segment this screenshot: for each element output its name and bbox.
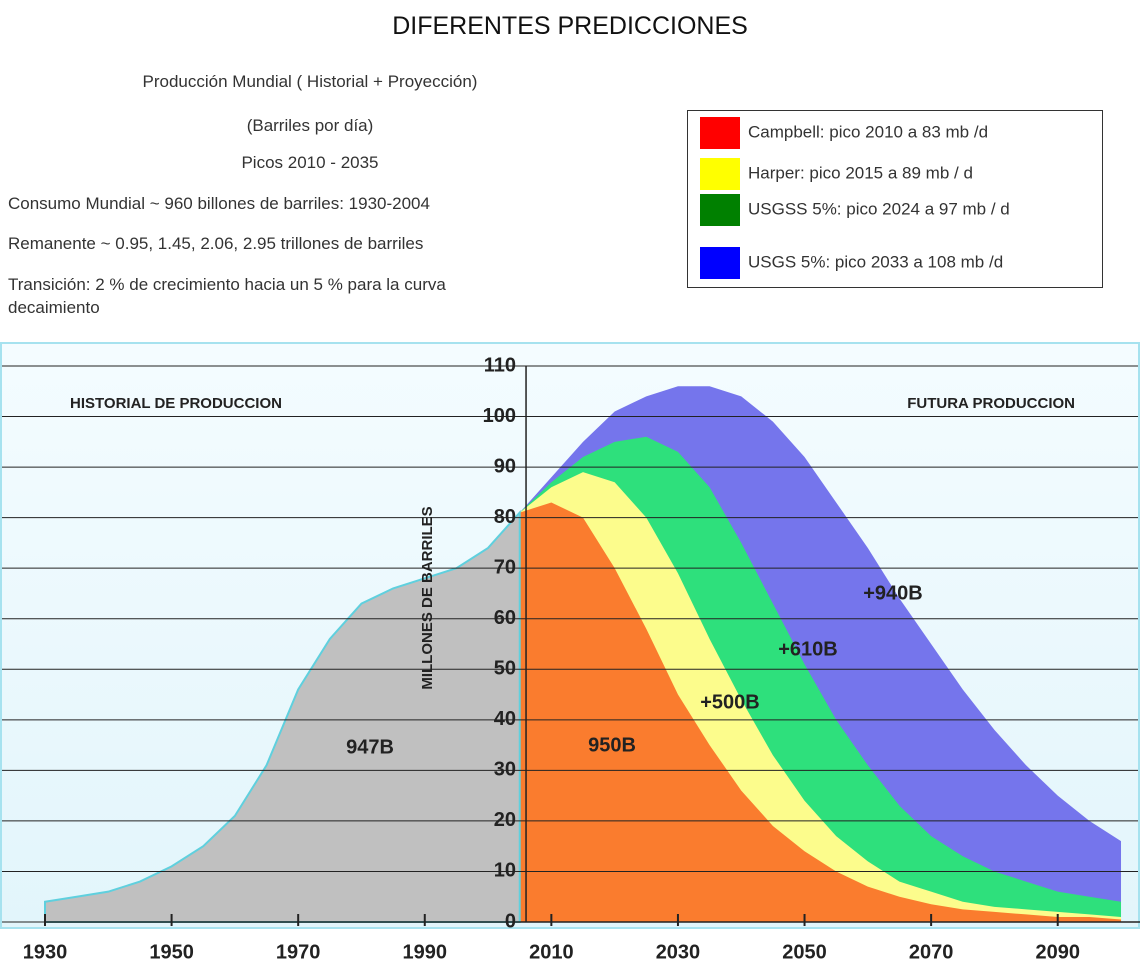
x-tick-label: 1950 [149, 941, 194, 963]
legend-item: Campbell: pico 2010 a 83 mb /d [700, 117, 988, 149]
annotation: +940B [863, 582, 923, 604]
title: DIFERENTES PREDICCIONES [392, 12, 748, 40]
y-tick-label: 30 [494, 759, 516, 781]
annotation: +610B [778, 638, 838, 660]
x-tick-label: 2070 [909, 941, 954, 963]
area [519, 502, 1122, 922]
x-tick-label: 2030 [656, 941, 701, 963]
note: Remanente ~ 0.95, 1.45, 2.06, 2.95 trill… [8, 234, 424, 253]
y-axis-label: MILLONES DE BARRILES [419, 506, 436, 689]
legend-swatch [700, 194, 740, 226]
y-tick-label: 100 [483, 405, 516, 427]
x-tick-label: 2090 [1035, 941, 1080, 963]
y-tick-label: 70 [494, 556, 516, 578]
legend-item: Harper: pico 2015 a 89 mb / d [700, 158, 973, 190]
note: Transición: 2 % de crecimiento hacia un … [8, 275, 446, 294]
x-tick-label: 1970 [276, 941, 321, 963]
legend-swatch [700, 247, 740, 279]
annotation: +500B [700, 691, 760, 713]
y-tick-label: 20 [494, 809, 516, 831]
legend-label: USGS 5%: pico 2033 a 108 mb /d [748, 252, 1004, 272]
y-tick-label: 50 [494, 658, 516, 680]
legend-label: Campbell: pico 2010 a 83 mb /d [748, 122, 989, 142]
legend-label: USGSS 5%: pico 2024 a 97 mb / d [748, 199, 1010, 219]
note: Producción Mundial ( Historial + Proyecc… [142, 72, 478, 91]
legend-item: USGS 5%: pico 2033 a 108 mb /d [700, 247, 1003, 279]
y-tick-label: 90 [494, 455, 516, 477]
legend-swatch [700, 158, 740, 190]
area [44, 509, 521, 923]
note: decaimiento [8, 298, 100, 317]
y-tick-label: 10 [494, 860, 516, 882]
legend-swatch [700, 117, 740, 149]
y-tick-label: 60 [494, 607, 516, 629]
x-tick-label: 2010 [529, 941, 574, 963]
y-tick-label: 110 [484, 354, 516, 376]
annotation: HISTORIAL DE PRODUCCION [70, 395, 282, 412]
note: Consumo Mundial ~ 960 billones de barril… [8, 194, 430, 213]
legend-label: Harper: pico 2015 a 89 mb / d [748, 163, 973, 183]
x-tick-label: 2050 [782, 941, 827, 963]
y-tick-label: 80 [494, 506, 516, 528]
annotation: FUTURA PRODUCCION [907, 395, 1075, 412]
note: (Barriles por día) [246, 116, 374, 135]
note: Picos 2010 - 2035 [241, 153, 379, 172]
annotation: 950B [588, 734, 636, 756]
legend-item: USGSS 5%: pico 2024 a 97 mb / d [700, 194, 1010, 226]
legend: Campbell: pico 2010 a 83 mb /d Harper: pi… [687, 110, 1103, 288]
annotation: 947B [346, 736, 394, 758]
y-tick-label: 40 [494, 708, 516, 730]
x-tick-label: 1990 [403, 941, 448, 963]
x-tick-label: 1930 [23, 941, 68, 963]
